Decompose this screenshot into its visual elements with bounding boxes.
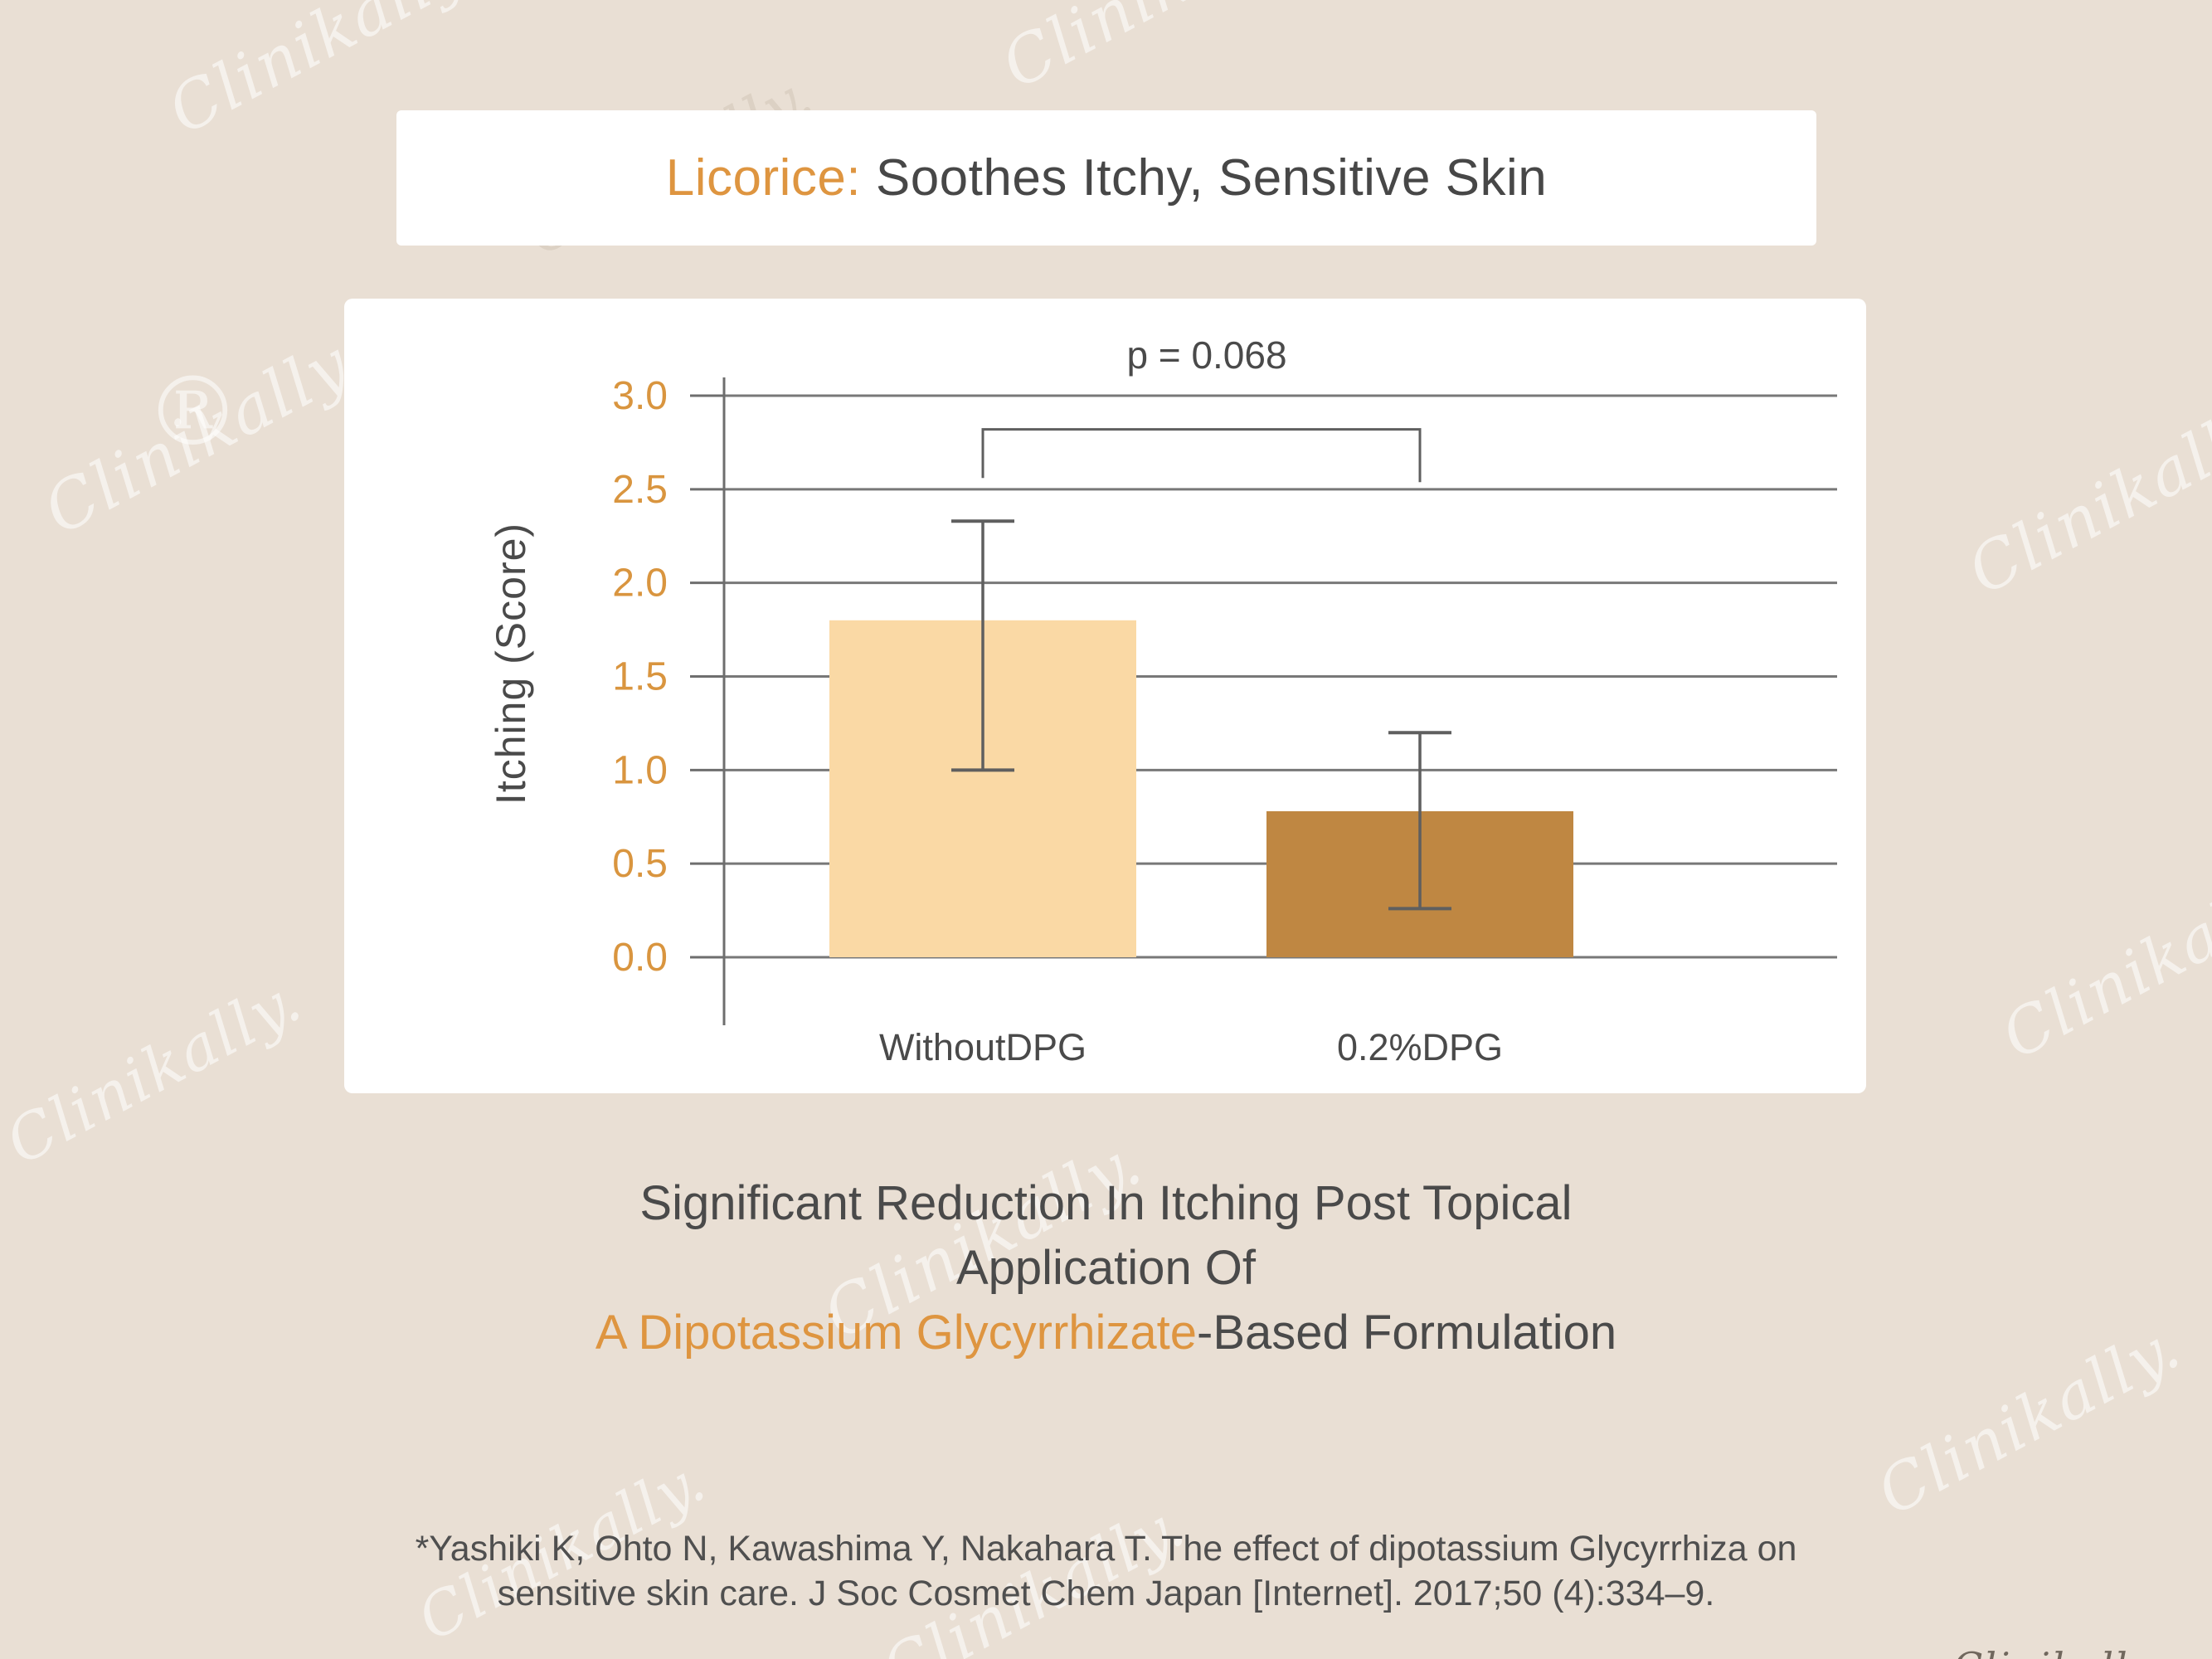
x-category-label: 0.2%DPG [1337, 1026, 1503, 1068]
chart-caption: Significant Reduction In Itching Post To… [0, 1171, 2212, 1365]
clinikally-watermark: Clinikally. [990, 0, 1325, 104]
citation-line-2: sensitive skin care. J Soc Cosmet Chem J… [497, 1574, 1715, 1613]
x-category-label: WithoutDPG [879, 1026, 1087, 1068]
caption-line-2: Application Of [955, 1241, 1257, 1295]
y-axis-label: Itching (Score) [488, 523, 534, 805]
clinikally-watermark: Clinikally. [32, 318, 375, 550]
registered-mark-watermark: ® [145, 357, 241, 468]
caption-highlight: A Dipotassium Glycyrrhizate [595, 1306, 1198, 1360]
clinikally-watermark: Clinikally. [1990, 852, 2212, 1073]
chart-panel: 0.0 0.5 1.0 1.5 2.0 2.5 3.0 WithoutDPG 0.2%DPG p … [344, 299, 1866, 1093]
y-tick-label: 0.5 [612, 842, 668, 886]
study-citation: *Yashiki K, Ohto N, Kawashima Y, Nakahar… [0, 1526, 2212, 1616]
y-tick-label: 2.0 [612, 562, 668, 606]
title-rest: Soothes Itchy, Sensitive Skin [861, 149, 1548, 207]
significance-bracket [981, 428, 1422, 483]
citation-line-1: *Yashiki K, Ohto N, Kawashima Y, Nakahar… [415, 1529, 1797, 1569]
y-tick-label: 1.5 [612, 655, 668, 699]
caption-line-3-rest: -Based Formulation [1197, 1306, 1617, 1360]
title-highlight: Licorice: [665, 149, 862, 207]
page-title: Licorice: Soothes Itchy, Sensitive Skin [666, 148, 1548, 207]
cropped-watermark-fragment: Clinikally. [1953, 1644, 2161, 1659]
caption-line-1: Significant Reduction In Itching Post To… [639, 1176, 1573, 1230]
y-tick-label: 2.5 [612, 468, 668, 512]
y-tick-label: 0.0 [612, 936, 668, 980]
y-tick-label: 3.0 [612, 374, 668, 418]
y-tick-label: 1.0 [612, 748, 668, 792]
clinikally-watermark: Clinikally. [0, 964, 314, 1179]
caption-line-3: A Dipotassium Glycyrrhizate-Based Formul… [0, 1301, 2212, 1365]
title-banner: Licorice: Soothes Itchy, Sensitive Skin [396, 110, 1816, 246]
clinikally-watermark: Clinikally. [1956, 384, 2212, 610]
p-value-label: p = 0.068 [1126, 333, 1286, 377]
bar-chart: 0.0 0.5 1.0 1.5 2.0 2.5 3.0 WithoutDPG 0.2%DPG p … [488, 333, 1837, 1068]
